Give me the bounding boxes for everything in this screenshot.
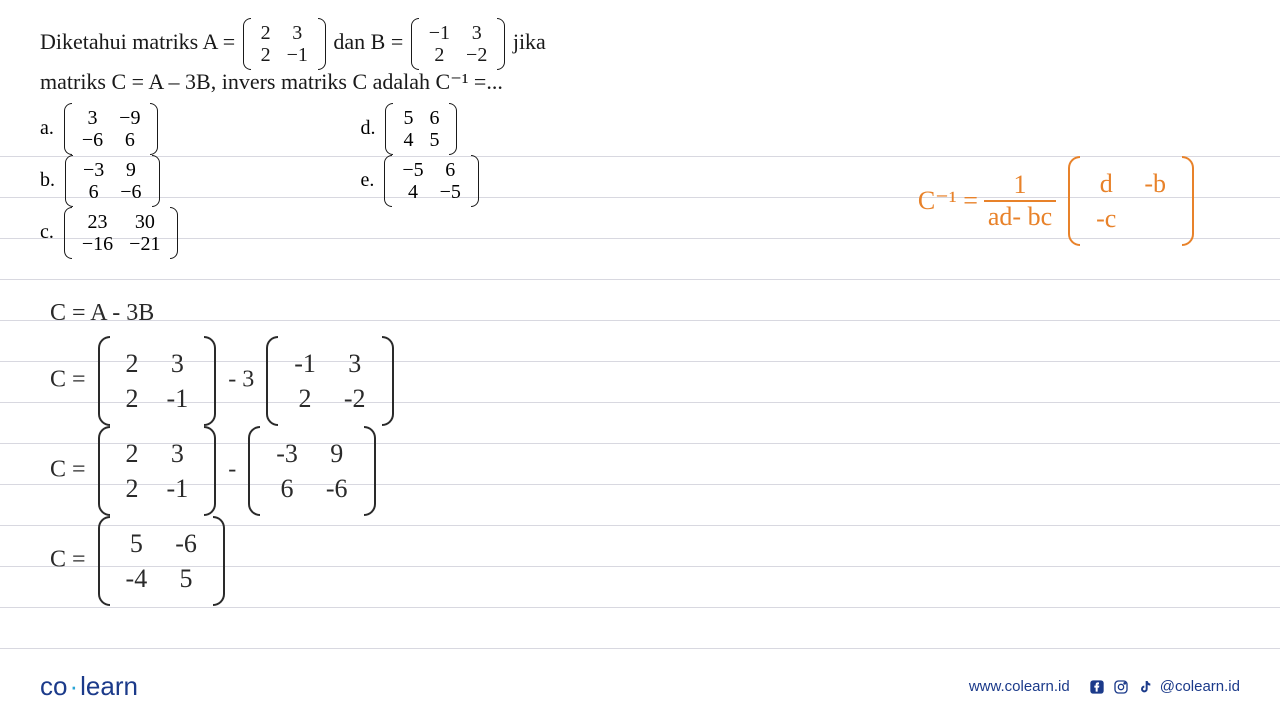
option-label: e. (360, 169, 374, 192)
logo-learn: learn (80, 671, 138, 701)
social-icons: @colearn.id (1088, 678, 1240, 696)
option-row: d. 56 45 (360, 105, 480, 153)
problem-text-suffix: jika (513, 29, 546, 54)
option-matrix: 56 45 (385, 105, 457, 153)
instagram-icon (1112, 678, 1130, 696)
option-row: b. −39 6−6 (40, 157, 180, 205)
tiktok-icon (1136, 678, 1154, 696)
footer: co·learn www.colearn.id @colearn.id (0, 671, 1280, 702)
logo: co·learn (40, 671, 138, 702)
work-line: C = 5-6 -45 (50, 520, 231, 602)
option-row: e. −56 4−5 (360, 157, 480, 205)
footer-handle: @colearn.id (1160, 678, 1240, 695)
work-line: C = 23 2-1 - 3 -13 2-2 (50, 340, 400, 422)
problem-text: Diketahui matriks A = (40, 29, 241, 54)
footer-url: www.colearn.id (969, 678, 1070, 695)
option-label: b. (40, 169, 55, 192)
problem-text-mid: dan B = (333, 29, 408, 54)
option-label: c. (40, 221, 54, 244)
option-matrix: −39 6−6 (65, 157, 160, 205)
option-label: d. (360, 117, 375, 140)
option-matrix: 2330 −16−21 (64, 209, 179, 257)
logo-co: co (40, 671, 67, 701)
option-label: a. (40, 117, 54, 140)
option-row: a. 3−9 −66 (40, 105, 180, 153)
problem-statement: Diketahui matriks A = 23 2−1 dan B = −13… (40, 20, 1240, 97)
facebook-icon (1088, 678, 1106, 696)
problem-line2: matriks C = A – 3B, invers matriks C ada… (40, 69, 503, 94)
answer-options: a. 3−9 −66b. −39 6−6c. 2330 −16−21 d. 56… (40, 105, 1240, 257)
option-row: c. 2330 −16−21 (40, 209, 180, 257)
option-matrix: −56 4−5 (384, 157, 479, 205)
matrix-B: −13 2−2 (411, 20, 506, 68)
option-matrix: 3−9 −66 (64, 105, 159, 153)
matrix-A: 23 2−1 (243, 20, 326, 68)
work-line: C = 23 2-1 - -39 6-6 (50, 430, 382, 512)
work-line: C = A - 3B (50, 300, 154, 327)
